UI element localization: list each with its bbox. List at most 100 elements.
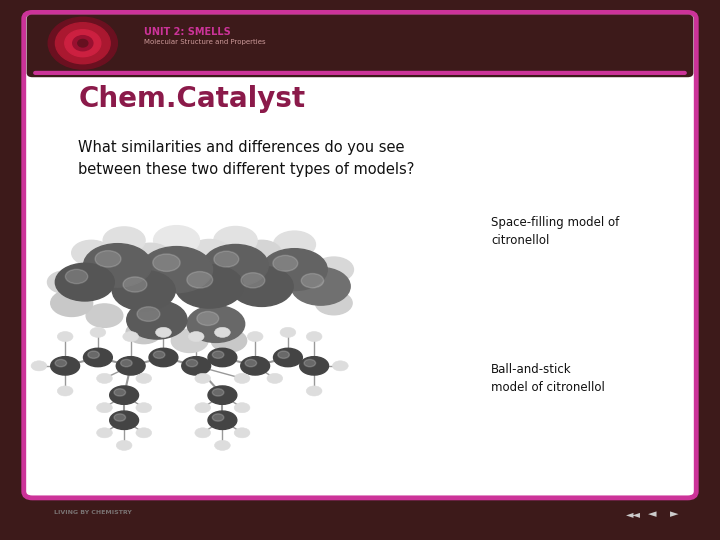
Circle shape <box>242 240 282 266</box>
Circle shape <box>109 386 138 404</box>
Text: ◄◄: ◄◄ <box>626 509 642 519</box>
Circle shape <box>208 411 237 429</box>
Text: ◄: ◄ <box>648 509 657 519</box>
Circle shape <box>186 360 198 367</box>
Text: What similarities and differences do you see
between these two different types o: What similarities and differences do you… <box>78 140 415 177</box>
Circle shape <box>112 271 175 310</box>
Text: Chem.Catalyst: Chem.Catalyst <box>78 85 305 113</box>
Circle shape <box>114 389 125 396</box>
Circle shape <box>195 373 211 383</box>
Circle shape <box>189 239 230 266</box>
Circle shape <box>48 271 83 293</box>
Circle shape <box>300 356 328 375</box>
Circle shape <box>262 248 327 291</box>
Circle shape <box>96 403 112 413</box>
Circle shape <box>136 403 152 413</box>
Circle shape <box>212 351 224 359</box>
Circle shape <box>153 226 199 255</box>
Circle shape <box>116 356 145 375</box>
Circle shape <box>278 351 289 359</box>
Circle shape <box>109 411 138 429</box>
Circle shape <box>291 267 350 305</box>
Circle shape <box>240 356 269 375</box>
Circle shape <box>301 274 323 288</box>
Circle shape <box>215 327 230 338</box>
Circle shape <box>208 348 237 367</box>
Circle shape <box>127 301 187 339</box>
Circle shape <box>72 240 111 266</box>
Circle shape <box>214 251 239 267</box>
Circle shape <box>315 292 352 315</box>
Circle shape <box>88 351 99 359</box>
Circle shape <box>215 440 230 450</box>
Circle shape <box>123 277 147 292</box>
Circle shape <box>66 269 88 284</box>
Circle shape <box>306 332 322 342</box>
Circle shape <box>96 428 112 438</box>
Circle shape <box>234 403 250 413</box>
Circle shape <box>153 351 165 359</box>
Circle shape <box>116 440 132 450</box>
Text: Space-filling model of
citronellol: Space-filling model of citronellol <box>491 217 619 247</box>
Circle shape <box>120 360 132 367</box>
Circle shape <box>247 332 263 342</box>
Circle shape <box>153 254 180 272</box>
Circle shape <box>273 255 298 271</box>
Text: LIVING BY CHEMISTRY: LIVING BY CHEMISTRY <box>54 510 132 516</box>
Circle shape <box>123 332 138 342</box>
Circle shape <box>175 265 243 308</box>
Circle shape <box>186 272 212 288</box>
Circle shape <box>195 403 211 413</box>
Circle shape <box>103 227 145 254</box>
Circle shape <box>137 307 160 321</box>
Circle shape <box>187 306 245 342</box>
Circle shape <box>241 273 265 288</box>
Circle shape <box>314 257 354 282</box>
Circle shape <box>171 329 208 353</box>
Circle shape <box>189 332 204 342</box>
Circle shape <box>149 348 178 367</box>
Circle shape <box>86 304 123 327</box>
Circle shape <box>50 356 80 375</box>
Circle shape <box>234 373 250 383</box>
Circle shape <box>306 386 322 396</box>
Circle shape <box>84 348 112 367</box>
Circle shape <box>55 360 67 367</box>
Circle shape <box>136 373 152 383</box>
Circle shape <box>304 360 315 367</box>
Circle shape <box>181 356 211 375</box>
Circle shape <box>55 264 114 301</box>
Circle shape <box>195 428 211 438</box>
Circle shape <box>84 244 152 287</box>
Circle shape <box>208 386 237 404</box>
Circle shape <box>203 245 269 286</box>
Circle shape <box>129 243 172 271</box>
Circle shape <box>136 428 152 438</box>
Circle shape <box>58 386 73 396</box>
Circle shape <box>274 348 302 367</box>
Circle shape <box>245 360 256 367</box>
Circle shape <box>95 251 121 267</box>
Text: ►: ► <box>670 509 678 519</box>
Circle shape <box>31 361 47 371</box>
Circle shape <box>140 247 212 293</box>
Circle shape <box>197 312 219 326</box>
Circle shape <box>280 327 296 338</box>
Circle shape <box>50 289 93 316</box>
Circle shape <box>90 327 106 338</box>
Circle shape <box>212 414 224 421</box>
Circle shape <box>234 428 250 438</box>
Circle shape <box>214 226 257 254</box>
Circle shape <box>274 231 315 258</box>
Circle shape <box>212 389 224 396</box>
Text: Molecular Structure and Properties: Molecular Structure and Properties <box>144 39 266 45</box>
Text: Ball-and-stick
model of citronellol: Ball-and-stick model of citronellol <box>491 363 605 394</box>
Circle shape <box>333 361 348 371</box>
Circle shape <box>126 321 161 343</box>
Circle shape <box>267 373 283 383</box>
Circle shape <box>96 373 112 383</box>
Circle shape <box>211 329 247 352</box>
Circle shape <box>114 414 125 421</box>
Text: UNIT 2: SMELLS: UNIT 2: SMELLS <box>144 28 230 37</box>
Circle shape <box>156 327 171 338</box>
